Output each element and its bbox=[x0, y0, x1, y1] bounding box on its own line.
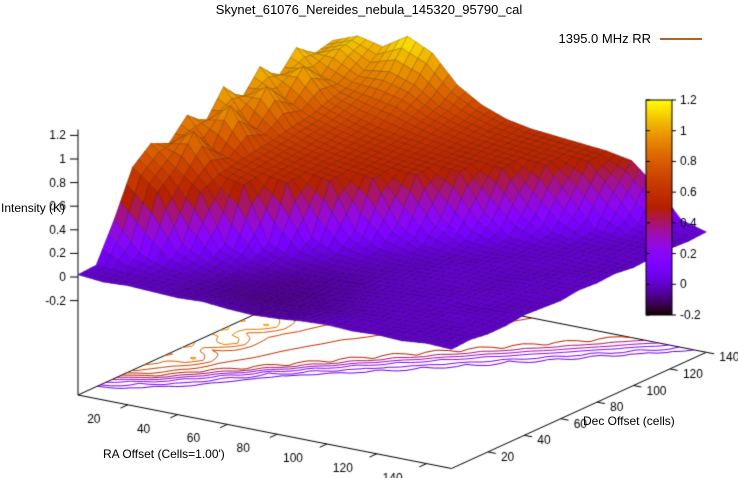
legend-line-sample bbox=[660, 37, 702, 40]
legend: 1395.0 MHz RR bbox=[559, 31, 702, 46]
legend-label: 1395.0 MHz RR bbox=[558, 31, 651, 46]
plot-title: Skynet_61076_Nereides_nebula_145320_9579… bbox=[215, 2, 523, 17]
z-axis-label: Intensity (K) bbox=[1, 201, 66, 215]
y-axis-label: Dec Offset (cells) bbox=[583, 414, 675, 428]
x-axis-label: RA Offset (Cells=1.00') bbox=[103, 447, 225, 461]
